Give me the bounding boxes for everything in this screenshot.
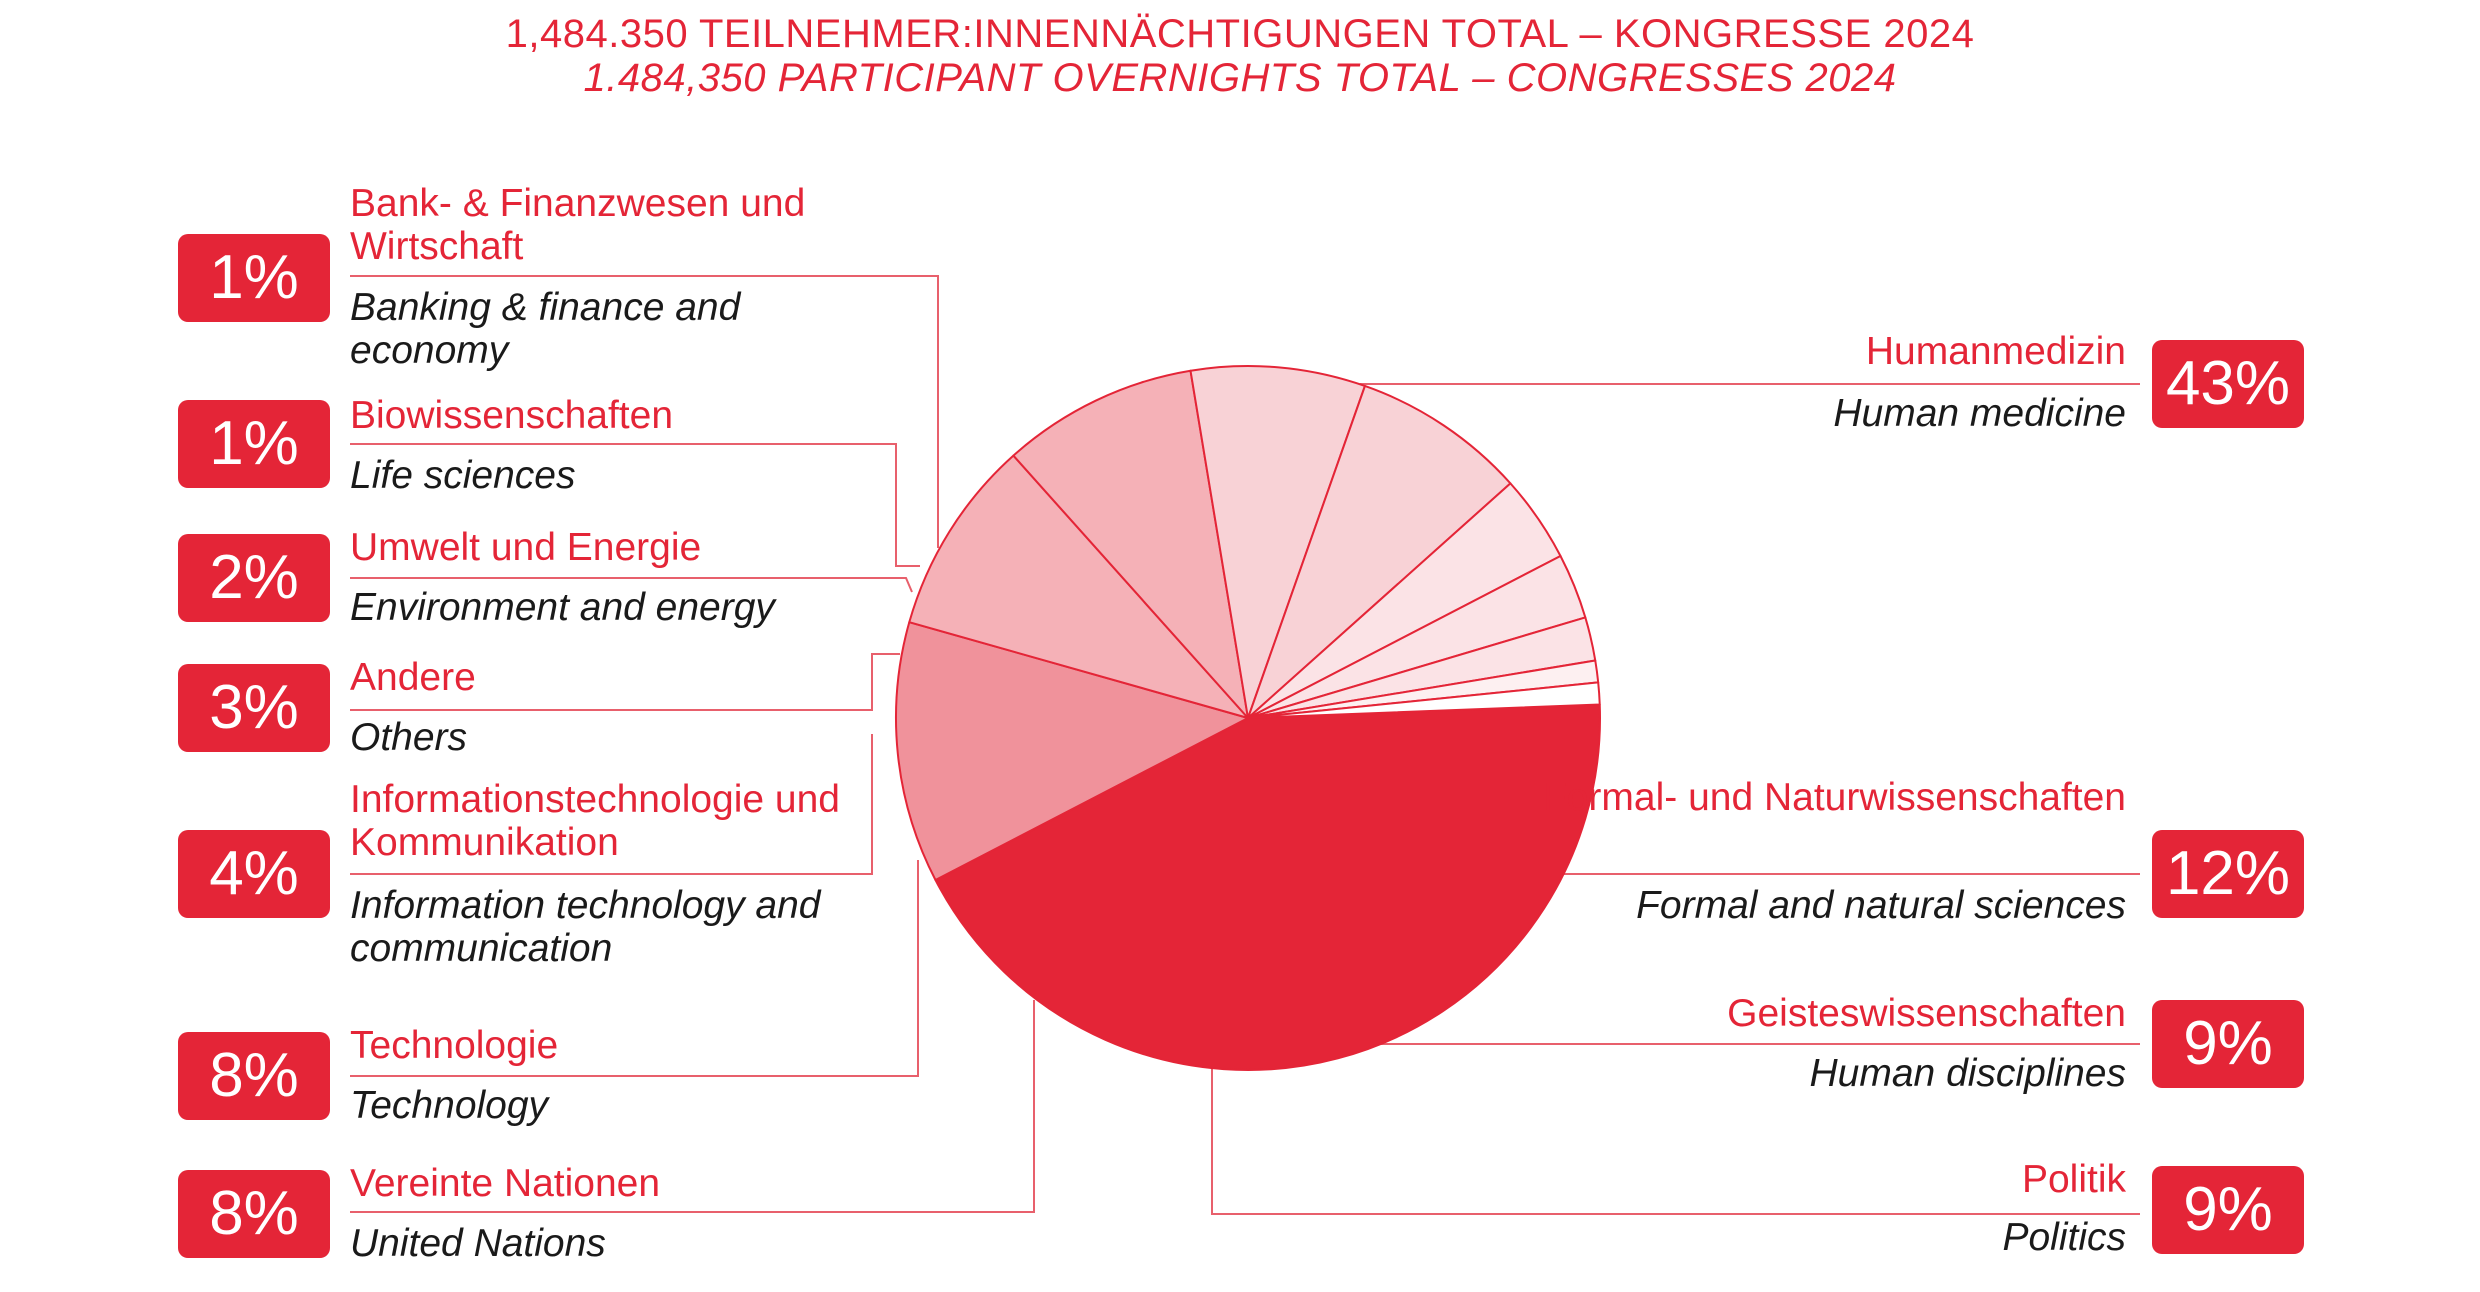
- percent-badge-formal-natur: 12%: [2152, 830, 2304, 918]
- pie-slices: [896, 366, 1600, 1070]
- label-bank-finanz-de: Bank- & Finanzwesen und Wirtschaft: [350, 182, 810, 268]
- percent-badge-vereinte-nationen: 8%: [178, 1170, 330, 1258]
- label-geisteswissenschaften-de: Geisteswissenschaften: [1727, 992, 2126, 1035]
- label-informationstechnologie-de: Informationstechnologie und Kommunikatio…: [350, 778, 870, 864]
- percent-badge-bank-finanz: 1%: [178, 234, 330, 322]
- label-humanmedizin-de: Humanmedizin: [1866, 330, 2126, 373]
- percent-badge-andere: 3%: [178, 664, 330, 752]
- percent-badge-biowissenschaften: 1%: [178, 400, 330, 488]
- label-vereinte-nationen-en: United Nations: [350, 1222, 606, 1265]
- percent-badge-umwelt-energie: 2%: [178, 534, 330, 622]
- percent-badge-technologie: 8%: [178, 1032, 330, 1120]
- label-umwelt-energie-en: Environment and energy: [350, 586, 775, 629]
- label-formal-natur-en: Formal and natural sciences: [1636, 884, 2126, 927]
- label-politik-de: Politik: [2022, 1158, 2126, 1201]
- label-umwelt-energie-de: Umwelt und Energie: [350, 526, 701, 569]
- chart-title-english: 1.484,350 PARTICIPANT OVERNIGHTS TOTAL –…: [0, 56, 2480, 101]
- percent-badge-politik: 9%: [2152, 1166, 2304, 1254]
- label-technologie-de: Technologie: [350, 1024, 558, 1067]
- label-biowissenschaften-en: Life sciences: [350, 454, 575, 497]
- percent-badge-geisteswissenschaften: 9%: [2152, 1000, 2304, 1088]
- label-biowissenschaften-de: Biowissenschaften: [350, 394, 673, 437]
- label-politik-en: Politics: [2002, 1216, 2126, 1259]
- percent-badge-humanmedizin: 43%: [2152, 340, 2304, 428]
- label-formal-natur-de: Formal- und Naturwissenschaften: [1526, 776, 2126, 819]
- label-humanmedizin-en: Human medicine: [1833, 392, 2126, 435]
- chart-title-german: 1,484.350 TEILNEHMER:INNENNÄCHTIGUNGEN T…: [0, 12, 2480, 57]
- label-andere-de: Andere: [350, 656, 476, 699]
- percent-badge-informationstechnologie: 4%: [178, 830, 330, 918]
- label-vereinte-nationen-de: Vereinte Nationen: [350, 1162, 660, 1205]
- label-andere-en: Others: [350, 716, 467, 759]
- label-informationstechnologie-en: Information technology and communication: [350, 884, 840, 970]
- label-bank-finanz-en: Banking & finance and economy: [350, 286, 750, 372]
- label-geisteswissenschaften-en: Human disciplines: [1810, 1052, 2126, 1095]
- label-technologie-en: Technology: [350, 1084, 548, 1127]
